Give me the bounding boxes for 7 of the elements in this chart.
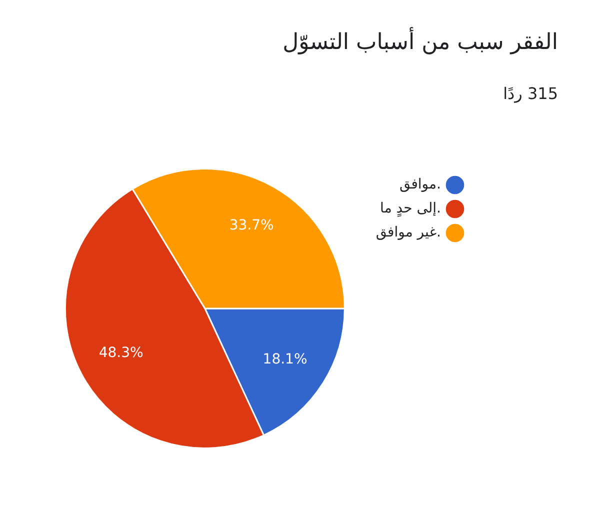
legend-label: غير موافق. (376, 224, 441, 241)
legend-label: إلى حدٍ ما. (380, 200, 441, 218)
text: 315 ردًا (503, 84, 558, 103)
data-label: 33.7% (229, 217, 274, 234)
legend-label: موافق. (400, 176, 441, 193)
data-label: 18.1% (262, 351, 308, 368)
data-label: 48.3% (98, 344, 144, 361)
